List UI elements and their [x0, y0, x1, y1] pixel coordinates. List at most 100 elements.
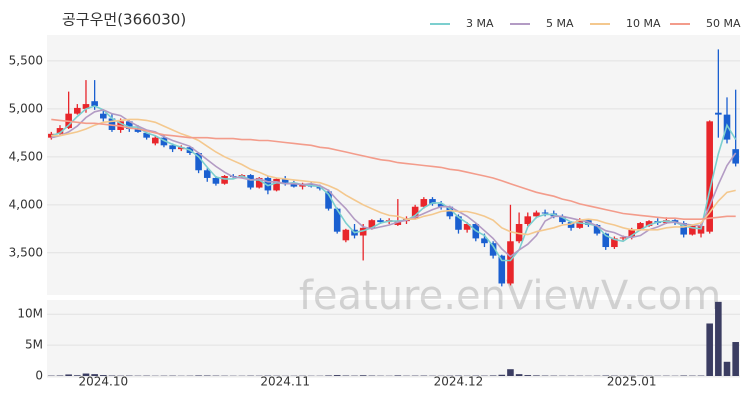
chart-title: 공구우먼(366030) [62, 11, 186, 29]
candle-body [359, 227, 367, 236]
x-tick-label: 2024.11 [260, 375, 310, 389]
ma-line [51, 108, 737, 258]
candle-body [611, 238, 618, 248]
legend-label: 5 MA [546, 17, 574, 30]
candle-body [455, 216, 462, 230]
candle-body [689, 225, 696, 235]
candle-body [706, 121, 713, 232]
candle-body [602, 233, 610, 248]
volume-bar [82, 373, 90, 376]
candle-body [411, 206, 419, 219]
ma-line [51, 118, 736, 236]
candle-body [255, 177, 263, 188]
candle-body [108, 118, 116, 130]
candle-body [593, 224, 601, 234]
candle-body [126, 121, 133, 130]
candle-body [377, 220, 384, 223]
candle-body [273, 178, 280, 191]
volume-bar [498, 374, 506, 376]
volume-bar [65, 374, 72, 376]
volume-bar [333, 375, 341, 376]
candle-body [489, 243, 497, 256]
y-tick-label: 4,000 [9, 197, 43, 211]
candle-body [151, 137, 159, 144]
x-tick-label: 2024.12 [434, 375, 484, 389]
candle-body [559, 216, 566, 223]
candle-body [177, 147, 185, 150]
volume-panel [47, 300, 740, 378]
candle-body [325, 191, 332, 209]
candle-body [143, 132, 150, 138]
y-tick-label: 0 [35, 369, 43, 383]
candle-body [524, 216, 532, 225]
candle-body [56, 128, 64, 134]
volume-bar [507, 369, 514, 376]
volume-bar [195, 375, 202, 376]
candle-body [91, 101, 98, 106]
x-tick-label: 2024.10 [78, 375, 128, 389]
candle-body [82, 104, 90, 109]
volume-bar [515, 374, 523, 376]
candle-body [290, 182, 298, 187]
candle-body [368, 220, 376, 228]
candle-body [628, 229, 636, 238]
candle-body [264, 177, 272, 191]
y-tick-label: 3,500 [9, 245, 43, 259]
volume-bar [533, 375, 540, 376]
candle-body [697, 225, 705, 234]
candle-body [533, 212, 540, 217]
candle-body [507, 241, 514, 284]
candle-body [100, 113, 107, 119]
legend-label: 3 MA [466, 17, 494, 30]
candle-body [463, 224, 471, 230]
candle-body [446, 206, 454, 217]
volume-bar [325, 375, 332, 376]
y-tick-label: 4,500 [9, 149, 43, 163]
candle-body [498, 255, 506, 284]
legend-label: 50 MA [706, 17, 741, 30]
candle-body [169, 145, 176, 150]
volume-bar [489, 375, 497, 376]
candle-body [221, 176, 228, 184]
candle-body [481, 238, 488, 244]
y-tick-label: 5,000 [9, 101, 43, 115]
y-tick-label: 5M [25, 338, 43, 352]
candle-body [212, 177, 220, 184]
candle-body [515, 224, 523, 242]
candle-body [420, 199, 428, 207]
y-tick-label: 10M [17, 307, 43, 321]
volume-bar [706, 323, 713, 376]
volume-bar [732, 342, 739, 376]
candle-body [134, 129, 142, 132]
candle-body [74, 107, 81, 114]
candle-body [541, 212, 549, 214]
candle-body [247, 175, 254, 188]
candle-body [637, 223, 644, 230]
candle-body [342, 229, 350, 241]
volume-bar [91, 374, 98, 376]
candle-body [645, 221, 653, 226]
candle-body [333, 208, 341, 232]
x-tick-label: 2025.01 [607, 375, 657, 389]
ma-line [51, 118, 736, 220]
candle-body [437, 203, 445, 207]
legend-label: 10 MA [626, 17, 661, 30]
y-tick-label: 5,500 [9, 53, 43, 67]
candle-body [715, 112, 722, 115]
volume-bar [74, 375, 81, 376]
candle-body [680, 223, 687, 235]
volume-bar [359, 375, 367, 376]
volume-bar [715, 301, 722, 376]
candle-body [567, 222, 575, 228]
candle-body [203, 170, 211, 178]
candle-body [195, 153, 202, 171]
ma-line [51, 105, 737, 262]
candle-body [619, 237, 627, 239]
candle-body [429, 199, 436, 204]
candle-body [281, 178, 289, 183]
volume-bar [100, 375, 107, 376]
price-panel [47, 35, 740, 295]
candle-body [394, 221, 402, 225]
candle-body [576, 220, 584, 228]
